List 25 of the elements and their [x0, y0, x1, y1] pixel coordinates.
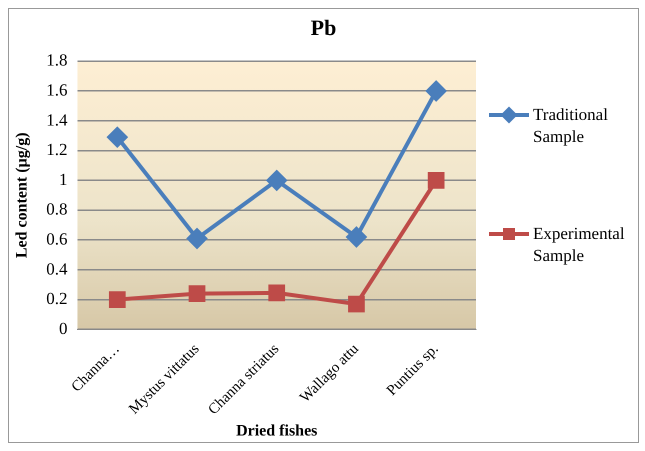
x-axis-title: Dried fishes	[236, 422, 318, 440]
point	[268, 284, 286, 302]
y-tick-label: 0.4	[46, 259, 68, 278]
point	[108, 291, 126, 308]
y-tick-label: 0.6	[46, 229, 68, 248]
point	[107, 127, 128, 148]
point	[266, 170, 287, 190]
y-tick-label: 1.4	[46, 110, 68, 130]
legend-label: Experimental Sample	[533, 223, 626, 267]
point	[346, 227, 366, 248]
y-tick-label: 1.2	[46, 140, 68, 160]
point	[187, 228, 208, 248]
legend-label: Traditional Sample	[533, 104, 609, 148]
point	[428, 172, 445, 189]
y-tick-label: 0.8	[46, 200, 68, 219]
y-tick-label: 0	[58, 318, 68, 338]
y-tick-label: 1	[58, 170, 68, 189]
point	[188, 285, 206, 302]
point	[426, 81, 446, 101]
point	[348, 296, 365, 312]
y-tick-label: 1.6	[46, 80, 68, 100]
y-axis-title: Led content (µg/g)	[14, 132, 31, 258]
y-tick-label: 1.8	[46, 50, 68, 70]
y-tick-label: 0.2	[46, 289, 68, 308]
chart-title: Pb	[310, 15, 338, 41]
